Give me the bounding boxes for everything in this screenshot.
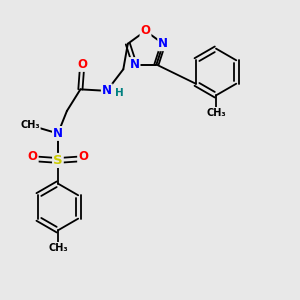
Text: O: O	[78, 150, 88, 163]
Text: H: H	[115, 88, 124, 98]
Text: CH₃: CH₃	[206, 108, 226, 118]
Text: CH₃: CH₃	[20, 120, 40, 130]
Text: CH₃: CH₃	[48, 243, 68, 253]
Text: O: O	[28, 150, 38, 163]
Text: N: N	[53, 127, 63, 140]
Text: S: S	[53, 154, 63, 167]
Text: O: O	[140, 24, 151, 38]
Text: N: N	[102, 84, 112, 98]
Text: N: N	[158, 37, 168, 50]
Text: O: O	[77, 58, 87, 71]
Text: N: N	[130, 58, 140, 71]
